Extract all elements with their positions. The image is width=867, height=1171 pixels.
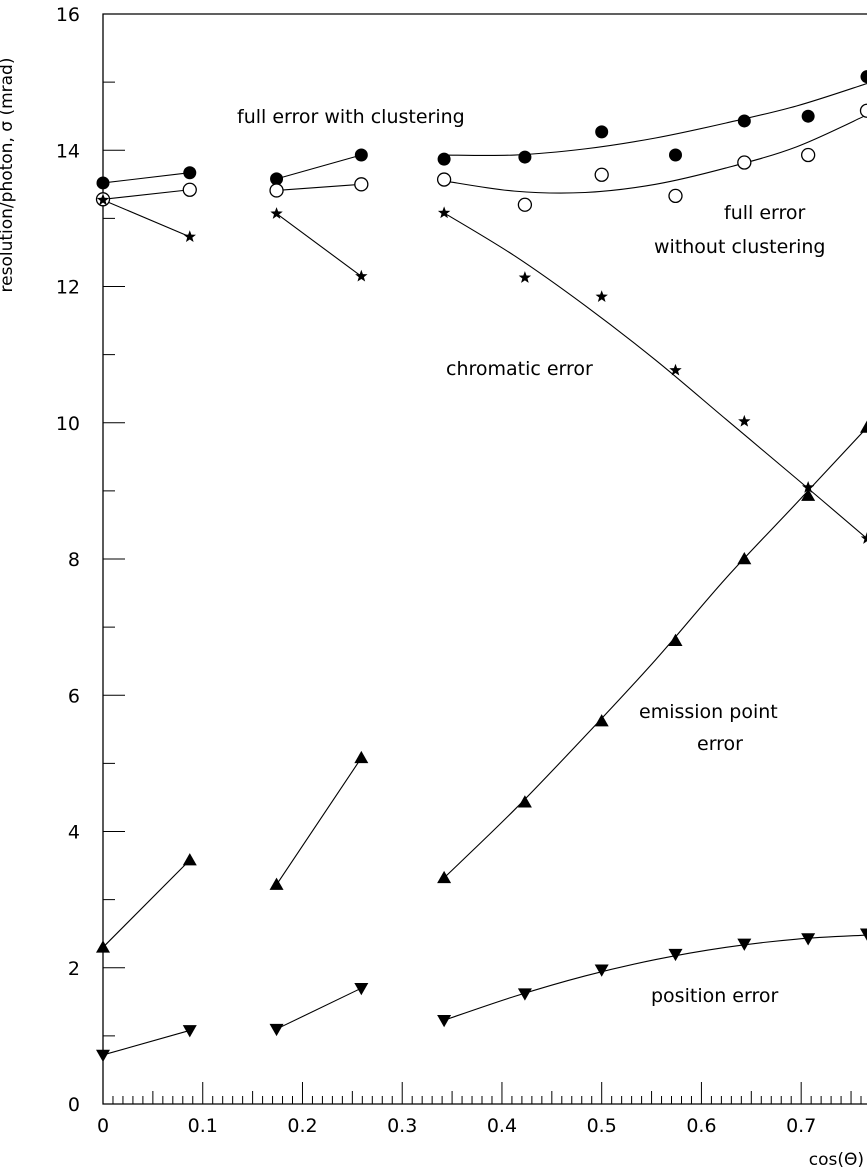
y-tick-label: 10	[56, 413, 80, 435]
emission-segment	[102, 859, 191, 948]
full_clustering-point	[595, 125, 609, 139]
emission-fit-curve	[443, 427, 867, 879]
full_clustering-point	[860, 70, 867, 84]
full_noclustering-point	[354, 177, 369, 192]
chromatic-point	[595, 290, 608, 302]
position-point	[668, 948, 683, 962]
x-tick-label: 0.7	[786, 1115, 816, 1137]
full_clustering-point	[96, 176, 110, 190]
plot-frame	[102, 13, 867, 1105]
emission-point	[801, 488, 816, 501]
emission-point	[354, 750, 369, 764]
emission-point	[269, 877, 284, 890]
annotation-emission-point: emission point	[639, 701, 778, 723]
y-tick-label: 8	[68, 549, 80, 571]
chromatic-point	[96, 193, 110, 206]
full_noclustering-fit-curve	[444, 114, 867, 194]
full_clustering-point	[737, 114, 751, 128]
position-point	[517, 988, 532, 1001]
full_clustering-point	[183, 166, 197, 180]
chromatic-point	[860, 532, 867, 544]
chromatic-point	[738, 414, 751, 427]
full_noclustering-point	[594, 167, 609, 182]
chromatic-point	[437, 206, 451, 219]
emission-point	[860, 420, 867, 433]
full_clustering-point	[437, 152, 451, 166]
full_noclustering-point	[269, 183, 284, 198]
x-tick-label: 0	[97, 1115, 109, 1137]
full_clustering-point	[801, 109, 815, 123]
y-tick-label: 2	[68, 958, 80, 980]
y-tick-label: 4	[68, 822, 80, 844]
full_clustering-segment	[276, 154, 362, 180]
full_noclustering-segment	[276, 183, 362, 191]
chromatic-point	[518, 271, 532, 283]
position-segment	[102, 1029, 190, 1056]
emission-point	[594, 714, 609, 727]
full_noclustering-point	[737, 155, 752, 170]
x-tick-label: 0.2	[287, 1115, 317, 1137]
position-segment	[276, 987, 362, 1030]
emission-point	[517, 795, 532, 808]
full_noclustering-point	[436, 172, 452, 187]
y-tick-label: 14	[56, 140, 80, 162]
annotation-error: error	[697, 733, 743, 755]
full_clustering-segment	[102, 172, 190, 184]
full_clustering-point	[518, 150, 532, 164]
full_noclustering-point	[517, 197, 533, 212]
chromatic-segment	[102, 199, 190, 238]
emission-segment	[276, 757, 362, 885]
full_noclustering-point	[182, 182, 197, 197]
position-point	[354, 982, 369, 996]
position-point	[269, 1023, 284, 1037]
full_clustering-point	[270, 172, 284, 186]
position-point	[182, 1025, 197, 1038]
chromatic-fit-curve	[443, 212, 867, 539]
emission-point	[737, 552, 752, 565]
full_noclustering-point	[859, 103, 867, 118]
x-tick-label: 0.4	[487, 1115, 517, 1137]
full_noclustering-point	[668, 188, 683, 204]
emission-point	[96, 940, 110, 953]
full_clustering-point	[669, 148, 683, 162]
position-point	[96, 1049, 110, 1062]
chromatic-point	[669, 363, 682, 376]
position-point	[801, 933, 816, 946]
annotation-full-error: full error	[724, 202, 806, 224]
full_clustering-point	[354, 148, 368, 162]
chromatic-point	[183, 230, 196, 243]
x-tick-label: 0.5	[587, 1115, 617, 1137]
emission-point	[668, 633, 683, 646]
emission-point	[437, 870, 452, 884]
position-fit-curve	[443, 934, 867, 1021]
position-point	[737, 938, 752, 951]
y-tick-label: 0	[68, 1094, 80, 1116]
chromatic-point	[270, 207, 283, 219]
position-point	[437, 1014, 452, 1028]
full_clustering-fit-curve	[444, 82, 867, 157]
full_noclustering-segment	[102, 189, 190, 200]
chromatic-segment	[276, 213, 362, 277]
full_noclustering-point	[801, 147, 816, 163]
x-tick-label: 0.1	[188, 1115, 218, 1137]
y-tick-label: 12	[56, 277, 80, 299]
y-tick-label: 6	[68, 685, 80, 707]
chromatic-point	[801, 480, 815, 493]
chromatic-point	[355, 269, 368, 282]
annotation-full-error-with-clustering: full error with clustering	[237, 106, 465, 128]
y-tick-label: 16	[56, 4, 80, 26]
x-tick-label: 0.3	[387, 1115, 417, 1137]
emission-point	[182, 853, 197, 866]
y-axis-title: resolution/photon, σ (mrad)	[0, 58, 17, 293]
annotation-without-clustering: without clustering	[654, 236, 825, 258]
annotation-position-error: position error	[651, 985, 778, 1007]
position-point	[860, 928, 867, 941]
x-tick-label: 0.6	[686, 1115, 716, 1137]
annotation-chromatic-error: chromatic error	[446, 358, 593, 380]
position-point	[594, 964, 609, 977]
x-axis-title: cos(Θ)	[809, 1150, 864, 1170]
